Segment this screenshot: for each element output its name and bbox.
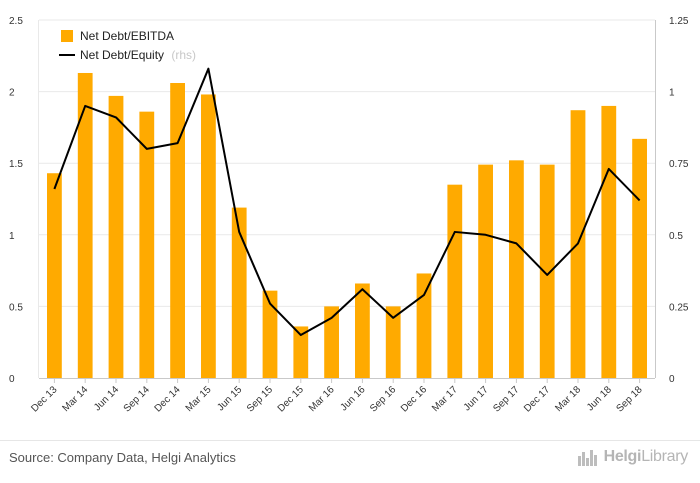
- bar: [293, 326, 309, 378]
- y-right-tick-label: 0: [669, 374, 675, 385]
- x-tick-label: Sep 14: [122, 384, 152, 414]
- x-tick-label: Jun 14: [92, 384, 121, 413]
- gridlines: [38, 19, 656, 379]
- x-tick-label: Dec 16: [399, 384, 429, 414]
- y-left-tick-label: 0.5: [9, 302, 23, 313]
- line-path: [53, 67, 641, 337]
- legend: Net Debt/EBITDA Net Debt/Equity (rhs): [59, 29, 196, 62]
- x-tick-label: Dec 17: [522, 384, 552, 414]
- bar: [139, 111, 155, 378]
- y-axis-left: 0 0.5 1 1.5 2 2.5: [9, 16, 23, 385]
- bar: [601, 105, 617, 379]
- brand-suffix: Library: [641, 448, 688, 465]
- y-axis-right: 0 0.25 0.5 0.75 1 1.25: [669, 16, 689, 385]
- x-tick-label: Sep 17: [491, 384, 521, 414]
- x-tick-label: Mar 17: [430, 384, 460, 414]
- x-tick-label: Dec 13: [29, 384, 59, 414]
- bar: [385, 306, 401, 378]
- legend-label-ebitda: Net Debt/EBITDA: [80, 29, 174, 43]
- legend-label-equity-note: (rhs): [171, 48, 196, 62]
- bar: [632, 138, 647, 378]
- skyline-icon: [577, 450, 597, 466]
- x-tick-label: Sep 18: [615, 384, 645, 414]
- line-series: [53, 67, 641, 337]
- bar: [262, 290, 278, 378]
- y-right-tick-label: 0.5: [669, 231, 683, 242]
- bar: [539, 164, 555, 378]
- bar: [355, 283, 370, 378]
- source-note: Source: Company Data, Helgi Analytics: [9, 450, 236, 465]
- bar: [170, 83, 185, 379]
- bar: [47, 173, 62, 378]
- y-left-tick-label: 1.5: [9, 159, 23, 170]
- y-right-tick-label: 0.75: [669, 159, 689, 170]
- x-axis: Dec 13 Mar 14 Jun 14 Sep 14 Dec 14 Mar 15 Jun …: [29, 378, 645, 415]
- x-tick-label: Jun 18: [585, 384, 614, 413]
- brand-logo: HelgiLibrary: [577, 448, 689, 466]
- bar: [324, 306, 339, 378]
- x-tick-label: Sep 15: [245, 384, 275, 414]
- x-tick-label: Jun 17: [462, 384, 491, 413]
- y-right-tick-label: 1: [669, 88, 675, 99]
- y-right-tick-label: 0.25: [669, 302, 689, 313]
- x-tick-label: Mar 16: [307, 384, 337, 414]
- legend-swatch-bar: [61, 30, 73, 42]
- x-tick-label: Mar 15: [184, 384, 214, 414]
- x-tick-label: Mar 18: [553, 384, 583, 414]
- bar: [416, 273, 432, 378]
- x-tick-label: Sep 16: [368, 384, 398, 414]
- y-left-tick-label: 0: [9, 374, 15, 385]
- y-left-tick-label: 2: [9, 88, 15, 99]
- bar-series: [47, 72, 647, 379]
- bar: [231, 207, 247, 378]
- x-tick-label: Jun 16: [339, 384, 368, 413]
- y-left-tick-label: 1: [9, 231, 15, 242]
- bar: [478, 164, 493, 378]
- bar: [509, 160, 524, 378]
- y-left-tick-label: 2.5: [9, 16, 23, 27]
- bar: [77, 72, 93, 378]
- bar: [201, 94, 216, 379]
- x-tick-label: Dec 14: [153, 384, 183, 414]
- brand-name: HelgiLibrary: [603, 448, 689, 466]
- bar: [447, 184, 463, 378]
- x-tick-label: Mar 14: [61, 384, 91, 414]
- legend-label-equity-text: Net Debt/Equity: [80, 48, 164, 62]
- bar: [108, 95, 124, 379]
- legend-label-equity: Net Debt/Equity (rhs): [80, 48, 196, 62]
- footer-divider: [0, 440, 700, 441]
- x-tick-label: Jun 15: [215, 384, 244, 413]
- y-right-tick-label: 1.25: [669, 16, 689, 27]
- x-tick-label: Dec 15: [276, 384, 306, 414]
- brand-prefix: Helgi: [603, 448, 642, 465]
